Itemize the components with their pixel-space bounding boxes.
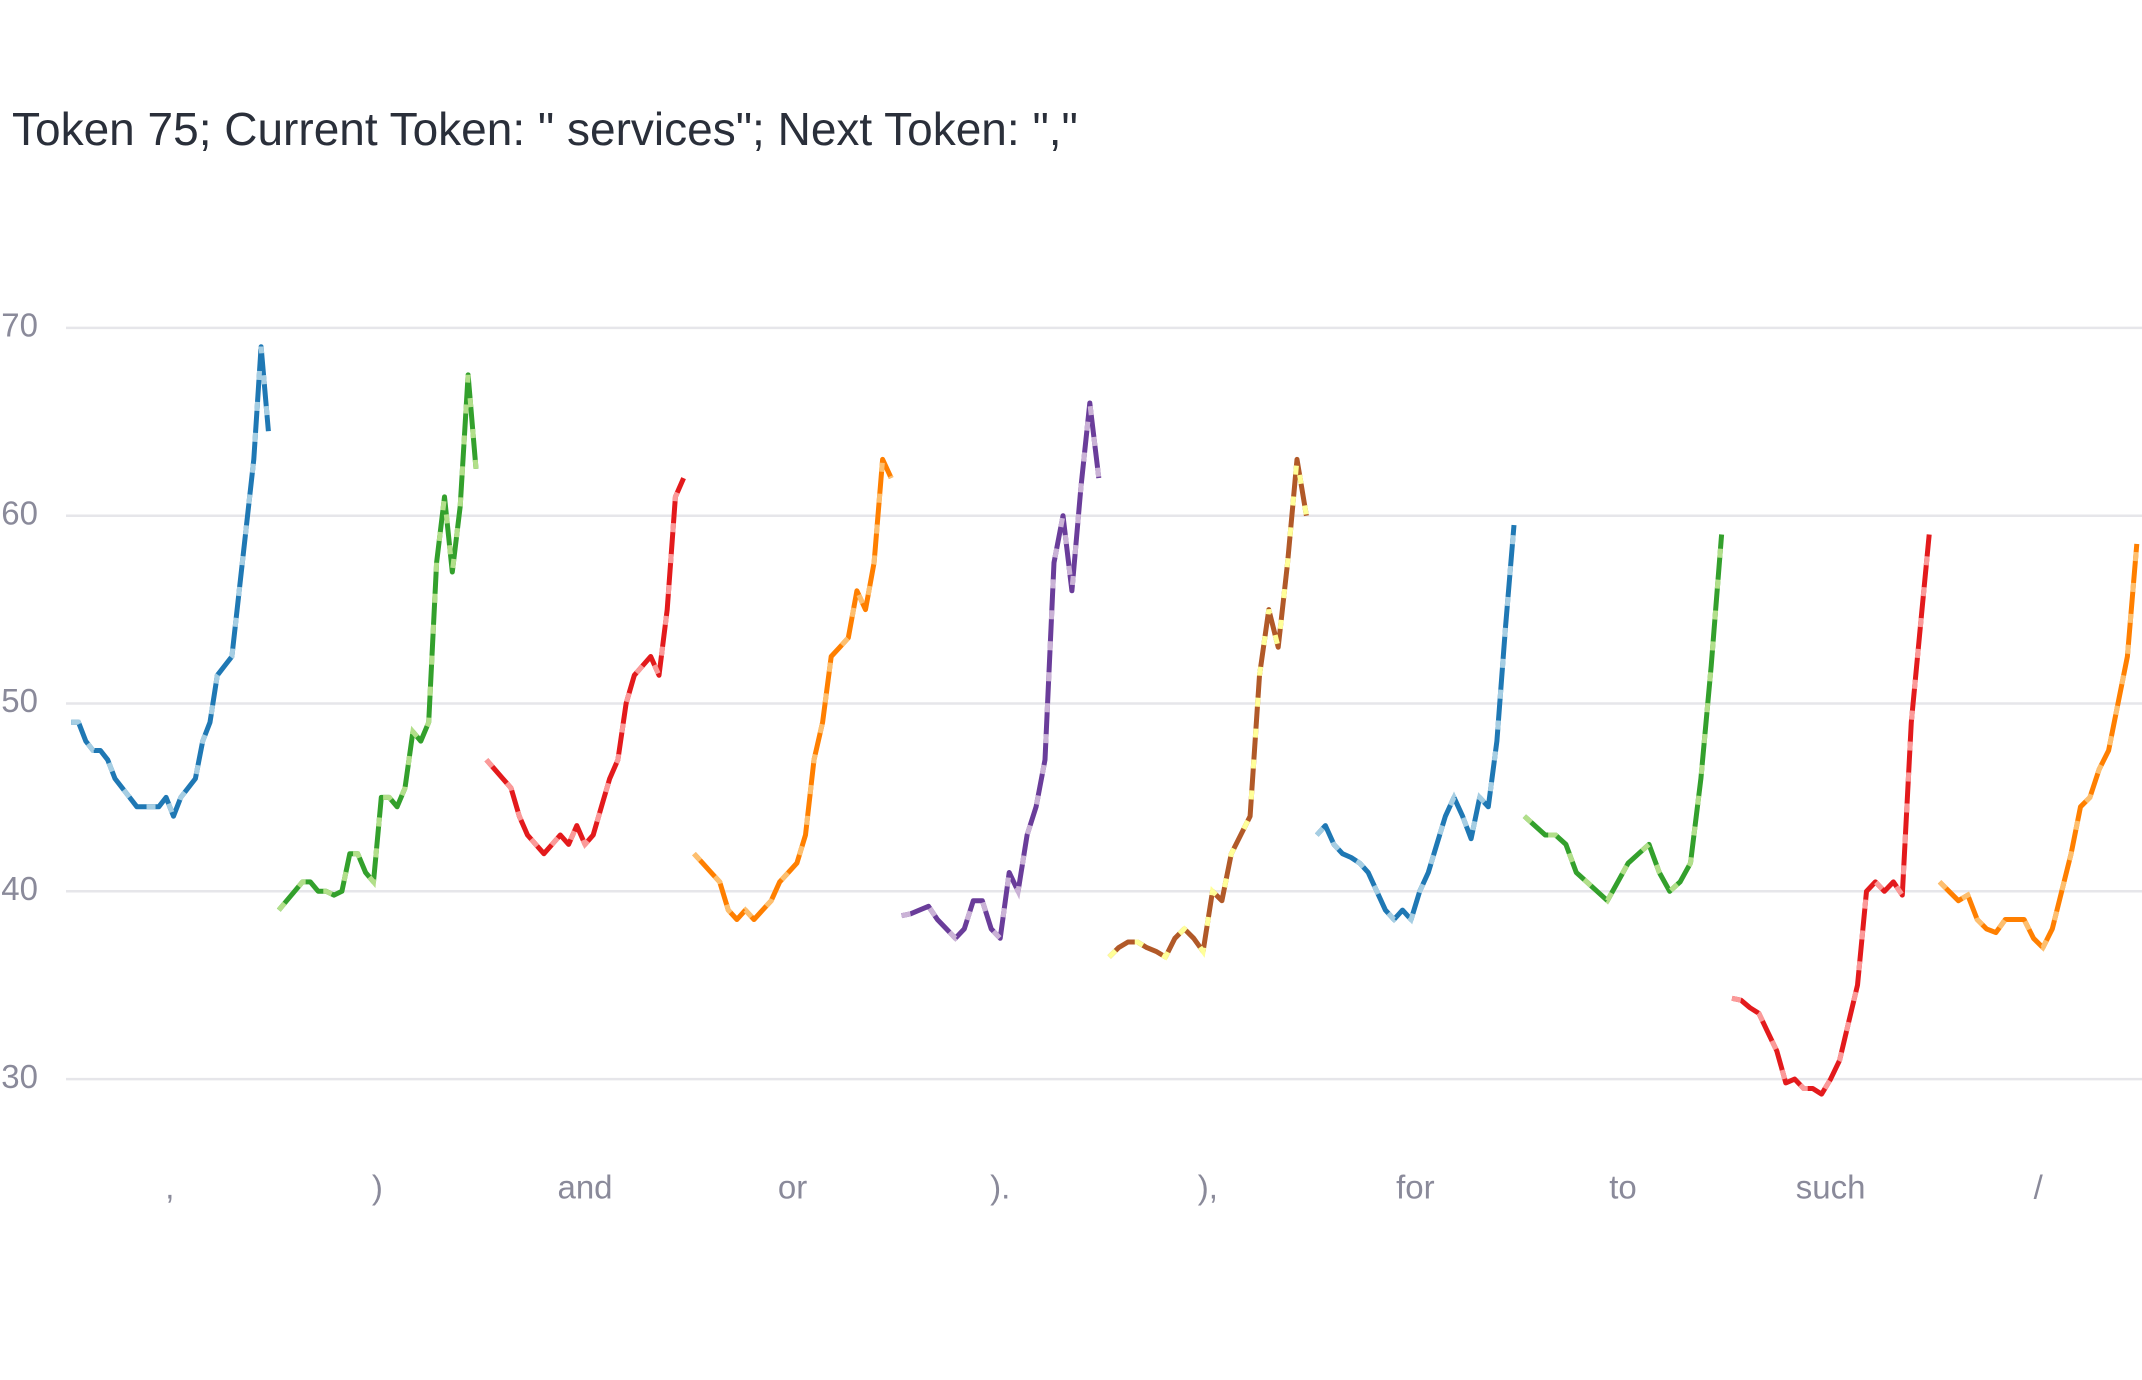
y-tick-label: 50 (1, 682, 38, 719)
series-line-highlight (1314, 524, 1517, 925)
x-tick-label: and (557, 1169, 612, 1206)
series-line-highlight (1107, 458, 1309, 961)
series-line-highlight (692, 449, 894, 924)
y-tick-label: 70 (1, 307, 38, 344)
series-line-highlight (901, 402, 1102, 944)
series-line (71, 344, 271, 819)
x-tick-label: ). (990, 1169, 1010, 1206)
series-line (1107, 456, 1309, 960)
series-line (1731, 534, 1932, 1097)
x-tick-label: ), (1198, 1169, 1218, 1206)
series-line-highlight (1731, 534, 1932, 1098)
series-line-highlight (1522, 534, 1725, 905)
x-tick-label: or (778, 1169, 807, 1206)
x-tick-label: ) (372, 1169, 383, 1206)
chart-title: Token 75; Current Token: " services"; Ne… (12, 103, 1078, 155)
series-line (1522, 534, 1725, 904)
series-line-highlight (276, 374, 479, 912)
series-line (276, 372, 479, 912)
series-line-highlight (71, 346, 271, 824)
x-tick-label: such (1796, 1169, 1866, 1206)
y-tick-label: 60 (1, 494, 38, 531)
y-tick-label: 30 (1, 1058, 38, 1095)
series-line (692, 456, 894, 922)
series-line (1314, 524, 1517, 922)
series-line (901, 400, 1102, 941)
x-tick-label: for (1396, 1169, 1435, 1206)
y-tick-label: 40 (1, 870, 38, 907)
series-line (1937, 543, 2140, 951)
series-line-highlight (484, 477, 686, 858)
x-tick-label: , (165, 1169, 174, 1206)
x-tick-label: / (2034, 1169, 2044, 1206)
x-tick-label: to (1609, 1169, 1637, 1206)
